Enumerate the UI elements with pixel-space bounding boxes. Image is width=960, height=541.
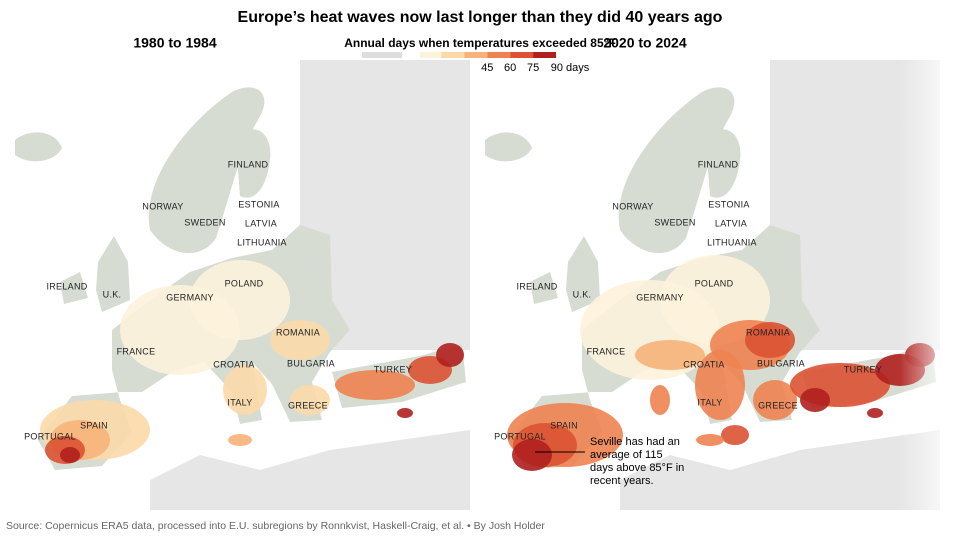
country-label: IRELAND [516,281,557,291]
country-label: POLAND [695,278,734,288]
legend: Annual days when temperatures exceeded 8… [344,36,616,74]
country-label: SWEDEN [654,217,695,227]
heat-region [228,434,252,446]
country-label: CROATIA [683,359,724,369]
country-label: ROMANIA [276,327,320,337]
panel-title: 1980 to 1984 [133,35,216,51]
country-label: TURKEY [374,364,412,374]
legend-swatch [464,52,488,58]
country-label: ESTONIA [708,199,749,209]
heat-region [867,408,883,418]
heat-region [190,260,290,340]
country-label: FINLAND [698,159,739,169]
country-label: ESTONIA [238,199,279,209]
country-label: ROMANIA [746,327,790,337]
legend-swatch [487,52,511,58]
heat-region [512,439,552,471]
country-label: FRANCE [587,346,626,356]
country-label: GREECE [758,400,798,410]
country-label: LITHUANIA [237,237,287,247]
country-label: IRELAND [46,281,87,291]
heat-region [436,343,464,367]
annotation: Seville has had an [590,436,680,448]
heat-region [650,385,670,415]
source: Source: Copernicus ERA5 data, processed … [6,520,545,532]
heat-region [270,320,330,360]
legend-tick-label: 60 [504,62,516,74]
country-label: LITHUANIA [707,237,757,247]
country-label: LATVIA [245,218,277,228]
annotation: average of 115 [590,449,663,461]
country-label: NORWAY [612,201,653,211]
legend-no-data-swatch [362,52,402,58]
country-label: BULGARIA [287,358,335,368]
country-label: CROATIA [213,359,254,369]
country-label: NORWAY [142,201,183,211]
legend-swatch [441,52,465,58]
country-label: U.K. [103,289,122,299]
annotation: days above 85°F in [590,462,684,474]
legend-tick-label: 75 [527,62,539,74]
heat-region [635,340,705,370]
country-label: PORTUGAL [494,431,546,441]
country-label: GREECE [288,400,328,410]
heat-region [721,425,749,445]
country-label: GERMANY [636,292,684,302]
country-label: GERMANY [166,292,214,302]
heat-region [290,385,330,415]
heat-region [753,380,797,420]
heat-region [696,434,724,446]
heat-region [745,322,795,358]
country-label: TURKEY [844,364,882,374]
country-label: ITALY [697,397,722,407]
heat-region [397,408,413,418]
legend-swatch [420,52,442,58]
country-label: LATVIA [715,218,747,228]
country-label: FRANCE [117,346,156,356]
heat-region [223,365,267,415]
heat-region [800,388,830,412]
legend-swatch [510,52,534,58]
fade [900,60,960,510]
legend-tick-label: 90 days [551,62,590,74]
legend-swatch [533,52,556,58]
panel-title: 2020 to 2024 [603,35,686,51]
country-label: SWEDEN [184,217,225,227]
heat-region [695,350,745,420]
country-label: U.K. [573,289,592,299]
country-label: ITALY [227,397,252,407]
legend-title: Annual days when temperatures exceeded 8… [344,36,616,50]
country-label: FINLAND [228,159,269,169]
country-label: BULGARIA [757,358,805,368]
annotation: recent years. [590,475,654,487]
country-label: SPAIN [80,420,108,430]
heat-region [60,447,80,463]
country-label: SPAIN [550,420,578,430]
title: Europe’s heat waves now last longer than… [238,9,723,26]
country-label: PORTUGAL [24,431,76,441]
legend-tick-label: 45 [481,62,493,74]
country-label: POLAND [225,278,264,288]
heat-region [335,370,415,400]
